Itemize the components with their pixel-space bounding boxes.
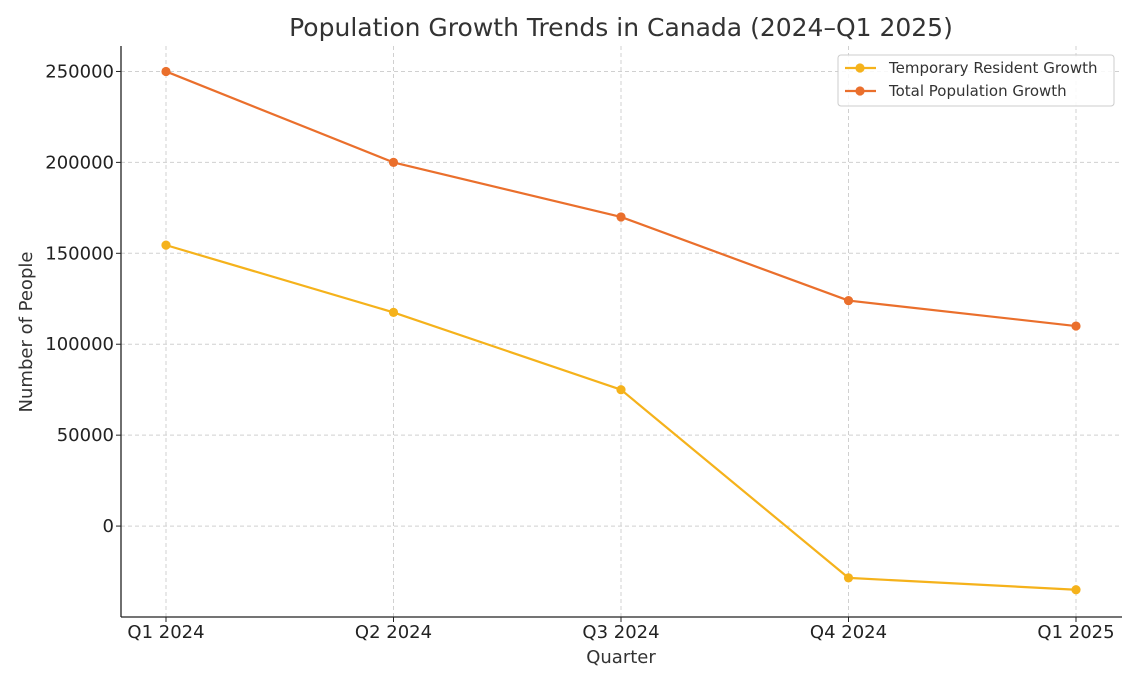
x-tick-label: Q2 2024 — [355, 622, 432, 643]
data-point — [161, 66, 171, 77]
x-tick-label: Q3 2024 — [582, 622, 659, 643]
data-point — [616, 212, 626, 222]
y-tick-label: 100000 — [45, 334, 114, 355]
y-tick-label: 250000 — [45, 61, 114, 82]
x-tick-label: Q1 2024 — [127, 622, 204, 643]
grid-lines — [121, 46, 1122, 617]
x-tick-labels: Q1 2024 Q2 2024 Q3 2024 Q4 2024 Q1 2025 — [127, 617, 1115, 643]
y-tick-label: 0 — [103, 516, 114, 537]
data-point — [161, 240, 171, 250]
data-point — [843, 295, 854, 306]
y-tick-label: 200000 — [45, 152, 114, 173]
y-tick-labels: 0 50000 100000 150000 200000 250000 — [45, 61, 121, 537]
series-group — [161, 66, 1081, 595]
legend-label: Temporary Resident Growth — [888, 59, 1097, 77]
chart-title: Population Growth Trends in Canada (2024… — [289, 13, 953, 42]
legend-box — [837, 54, 1115, 107]
x-tick-label: Q1 2025 — [1037, 622, 1114, 643]
legend-swatch-marker — [855, 63, 865, 73]
data-point — [1071, 585, 1081, 595]
y-tick-label: 50000 — [57, 425, 114, 446]
data-point — [1071, 321, 1081, 331]
data-point — [388, 157, 399, 167]
x-axis-label: Quarter — [586, 647, 656, 668]
x-tick-label: Q4 2024 — [810, 622, 887, 643]
data-point — [843, 573, 854, 583]
y-axis-label: Number of People — [16, 252, 37, 413]
legend-label: Total Population Growth — [888, 82, 1067, 100]
data-point — [616, 385, 626, 395]
legend: Temporary Resident Growth Total Populatio… — [837, 54, 1115, 107]
legend-swatch-marker — [855, 86, 865, 96]
y-tick-label: 150000 — [45, 243, 114, 264]
data-point — [388, 307, 399, 318]
